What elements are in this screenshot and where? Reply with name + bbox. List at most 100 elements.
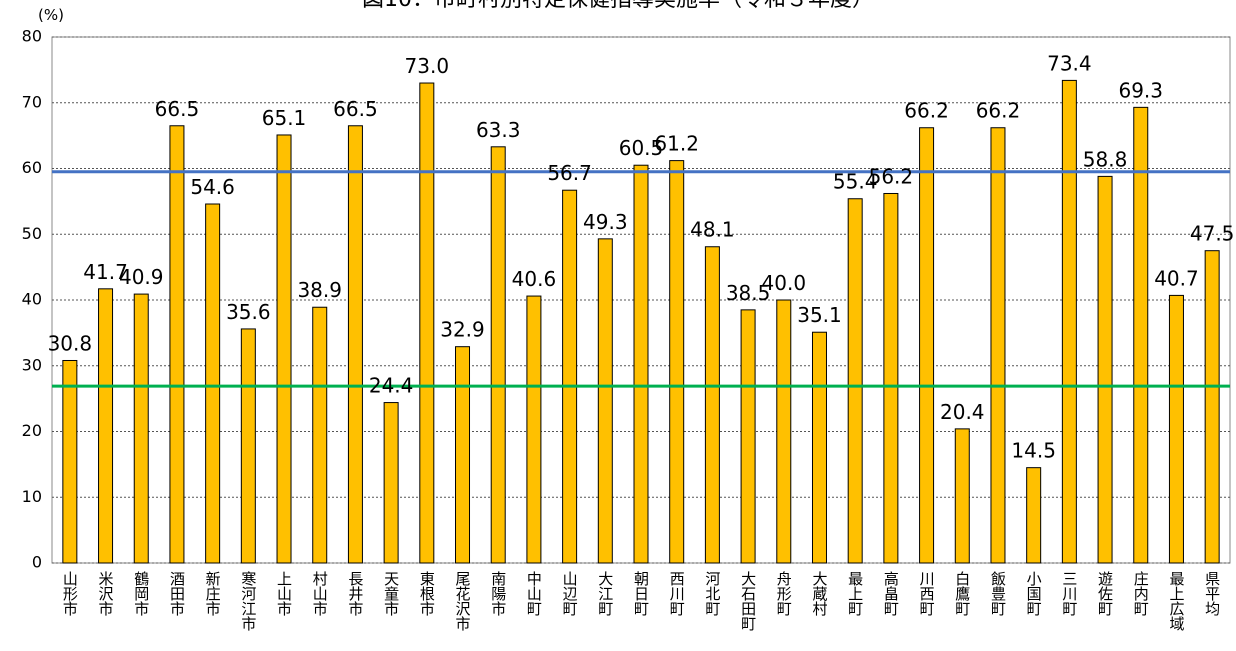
x-tick-label: 山辺町 xyxy=(561,571,579,616)
bar xyxy=(419,82,435,564)
x-tick-label: 河北町 xyxy=(703,571,721,616)
bar xyxy=(704,246,720,564)
bar xyxy=(1204,250,1220,564)
value-label: 66.2 xyxy=(904,99,949,123)
chart-title: 図10：市町村別特定保健指導実施率（令和３年度） xyxy=(362,0,874,12)
bar xyxy=(1168,294,1184,564)
value-label: 60.5 xyxy=(619,136,664,160)
bar xyxy=(133,293,149,564)
y-tick-label: 40 xyxy=(22,290,42,309)
x-tick-label: 山形市 xyxy=(61,571,79,616)
x-tick-label: 上山市 xyxy=(275,571,293,616)
y-tick-label: 10 xyxy=(22,487,42,506)
value-label: 56.2 xyxy=(869,164,914,188)
value-label: 66.5 xyxy=(333,97,378,121)
x-tick-label: 大江町 xyxy=(596,571,614,616)
value-label: 20.4 xyxy=(940,400,985,424)
x-tick-label: 庄内町 xyxy=(1132,570,1150,616)
x-tick-label: 県平均 xyxy=(1203,571,1221,617)
bar xyxy=(490,146,506,564)
value-label: 35.1 xyxy=(797,303,842,327)
value-label: 32.9 xyxy=(440,318,485,342)
bar xyxy=(1061,79,1077,564)
y-tick-label: 0 xyxy=(32,553,42,572)
bar xyxy=(1133,106,1149,564)
x-tick-label: 川西町 xyxy=(918,571,936,616)
bar xyxy=(169,125,185,564)
value-label: 38.5 xyxy=(726,281,771,305)
value-label: 61.2 xyxy=(654,132,699,156)
bar xyxy=(62,359,78,564)
value-label: 40.0 xyxy=(762,271,807,295)
y-tick-label: 60 xyxy=(22,158,42,177)
x-tick-label: 高畠町 xyxy=(882,571,900,616)
x-tick-label: 中山町 xyxy=(525,571,543,616)
value-label: 41.7 xyxy=(83,260,128,284)
bar xyxy=(205,203,221,564)
bar xyxy=(669,160,685,564)
bar xyxy=(347,125,363,564)
bar xyxy=(990,127,1006,564)
value-label: 63.3 xyxy=(476,118,521,142)
value-label: 30.8 xyxy=(48,331,93,355)
bar xyxy=(312,306,328,564)
x-tick-label: 遊佐町 xyxy=(1096,571,1114,616)
bar xyxy=(240,328,256,564)
bar xyxy=(919,127,935,564)
y-tick-label: 80 xyxy=(22,27,42,46)
x-tick-label: 寒河江市 xyxy=(239,570,257,631)
bar xyxy=(776,299,792,564)
x-tick-label: 最上広域 xyxy=(1167,571,1185,631)
value-label: 69.3 xyxy=(1118,78,1163,102)
x-tick-label: 大石田町 xyxy=(739,571,757,631)
bar xyxy=(455,346,471,564)
value-label: 66.5 xyxy=(155,97,200,121)
bar xyxy=(562,189,578,564)
bar xyxy=(597,238,613,564)
value-label: 47.5 xyxy=(1190,222,1235,246)
value-label: 40.9 xyxy=(119,265,164,289)
y-tick-label: 70 xyxy=(22,92,42,111)
bar xyxy=(276,134,292,564)
x-tick-label: 米沢市 xyxy=(97,571,115,616)
value-label: 38.9 xyxy=(297,278,342,302)
x-tick-label: 小国町 xyxy=(1025,571,1043,616)
y-tick-label: 20 xyxy=(22,421,42,440)
y-tick-label: 50 xyxy=(22,224,42,243)
value-label: 24.4 xyxy=(369,374,414,398)
x-tick-label: 村山市 xyxy=(311,571,329,616)
x-tick-label: 西川町 xyxy=(668,571,686,616)
x-tick-label: 舟形町 xyxy=(775,571,793,616)
x-tick-label: 東根市 xyxy=(418,571,436,616)
bar xyxy=(526,295,542,564)
bar xyxy=(740,309,756,564)
x-tick-label: 最上町 xyxy=(846,571,864,616)
bar xyxy=(954,428,970,564)
value-label: 73.0 xyxy=(405,54,450,78)
bar xyxy=(98,288,114,564)
x-tick-label: 酒田市 xyxy=(168,571,186,616)
value-label: 48.1 xyxy=(690,218,735,242)
x-tick-label: 朝日町 xyxy=(632,571,650,616)
bar xyxy=(1026,467,1042,564)
value-label: 40.6 xyxy=(512,267,557,291)
value-label: 40.7 xyxy=(1154,266,1199,290)
x-tick-label: 南陽市 xyxy=(489,571,507,616)
value-label: 58.8 xyxy=(1083,147,1128,171)
value-label: 35.6 xyxy=(226,300,271,324)
bar xyxy=(1097,175,1113,564)
bar xyxy=(383,402,399,564)
value-label: 65.1 xyxy=(262,106,307,130)
value-label: 54.6 xyxy=(190,175,235,199)
value-label: 49.3 xyxy=(583,210,628,234)
x-tick-label: 三川町 xyxy=(1060,571,1078,616)
y-unit: (%) xyxy=(38,6,64,24)
value-label: 66.2 xyxy=(976,99,1021,123)
y-tick-label: 30 xyxy=(22,355,42,374)
x-tick-label: 鶴岡市 xyxy=(132,571,150,616)
x-tick-label: 飯豊町 xyxy=(989,571,1007,616)
value-label: 73.4 xyxy=(1047,51,1092,75)
bar xyxy=(883,192,899,564)
